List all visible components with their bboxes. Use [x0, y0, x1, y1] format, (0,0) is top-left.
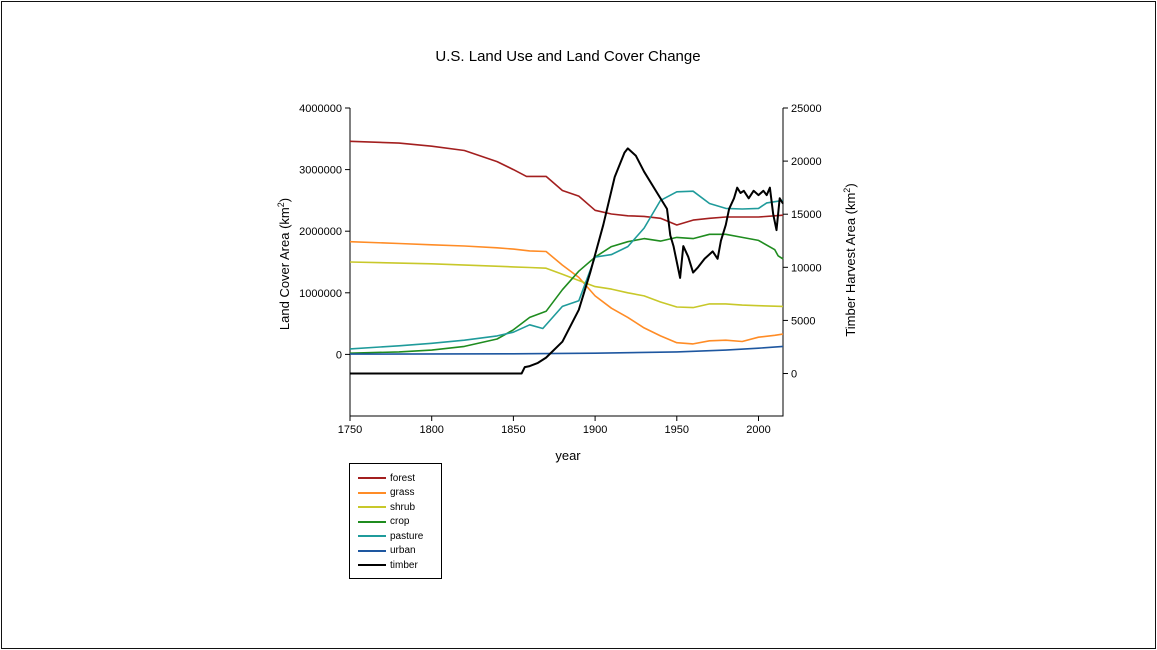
y-right-tick-label: 15000 — [791, 209, 822, 221]
x-axis-label: year — [555, 448, 581, 463]
y-left-tick-label: 4000000 — [299, 103, 342, 115]
legend-item-shrub: shrub — [358, 500, 441, 515]
y-axis-label-right: Timber Harvest Area (km2) — [842, 183, 858, 336]
series-line-grass — [349, 240, 784, 345]
legend-swatch — [358, 520, 386, 523]
y-right-tick-label: 25000 — [791, 103, 822, 115]
legend-item-forest: forest — [358, 471, 441, 486]
x-tick-label: 1850 — [501, 424, 525, 436]
legend-label: grass — [390, 487, 415, 499]
y-left-tick-label: 1000000 — [299, 288, 342, 300]
y-axis-label-left: Land Cover Area (km2) — [276, 198, 292, 330]
series-line-timber — [350, 147, 784, 375]
x-tick-label: 1750 — [338, 424, 362, 436]
series-line-pasture — [349, 190, 784, 350]
legend-label: shrub — [390, 501, 416, 513]
series-line-shrub — [349, 261, 784, 309]
x-tick-label: 1900 — [583, 424, 607, 436]
chart-title: U.S. Land Use and Land Cover Change — [435, 48, 700, 65]
legend-swatch — [358, 564, 386, 567]
y-left-tick-label: 0 — [336, 349, 342, 361]
legend-swatch — [358, 549, 386, 552]
legend-swatch — [358, 477, 386, 480]
legend-item-grass: grass — [358, 486, 441, 501]
legend-label: timber — [390, 559, 418, 571]
y-right-tick-label: 20000 — [791, 156, 822, 168]
legend-item-urban: urban — [358, 544, 441, 559]
legend-label: pasture — [390, 530, 424, 542]
legend-swatch — [358, 506, 386, 509]
y-left-tick-label: 3000000 — [299, 165, 342, 177]
x-tick-label: 1800 — [419, 424, 443, 436]
y-right-tick-label: 5000 — [791, 315, 815, 327]
series-line-urban — [349, 345, 784, 355]
legend-swatch — [358, 535, 386, 538]
series-line-crop — [349, 233, 784, 354]
legend-item-timber: timber — [358, 558, 441, 573]
legend-item-pasture: pasture — [358, 529, 441, 544]
series-line-forest — [349, 140, 784, 226]
axis-frame — [349, 108, 784, 417]
x-tick-label: 2000 — [746, 424, 770, 436]
y-left-tick-label: 2000000 — [299, 226, 342, 238]
legend-label: urban — [390, 545, 416, 557]
legend: forest grass shrub crop pasture urban timber — [349, 463, 442, 579]
x-tick-label: 1950 — [665, 424, 689, 436]
plot-area: 1750 1800 1850 1900 1950 2000 4000000 3000000 20… — [299, 103, 821, 436]
y-right-tick-label: 10000 — [791, 262, 822, 274]
y-right-tick-label: 0 — [791, 369, 797, 381]
legend-swatch — [358, 491, 386, 494]
legend-label: crop — [390, 516, 410, 528]
legend-label: forest — [390, 472, 416, 484]
legend-item-crop: crop — [358, 515, 441, 530]
